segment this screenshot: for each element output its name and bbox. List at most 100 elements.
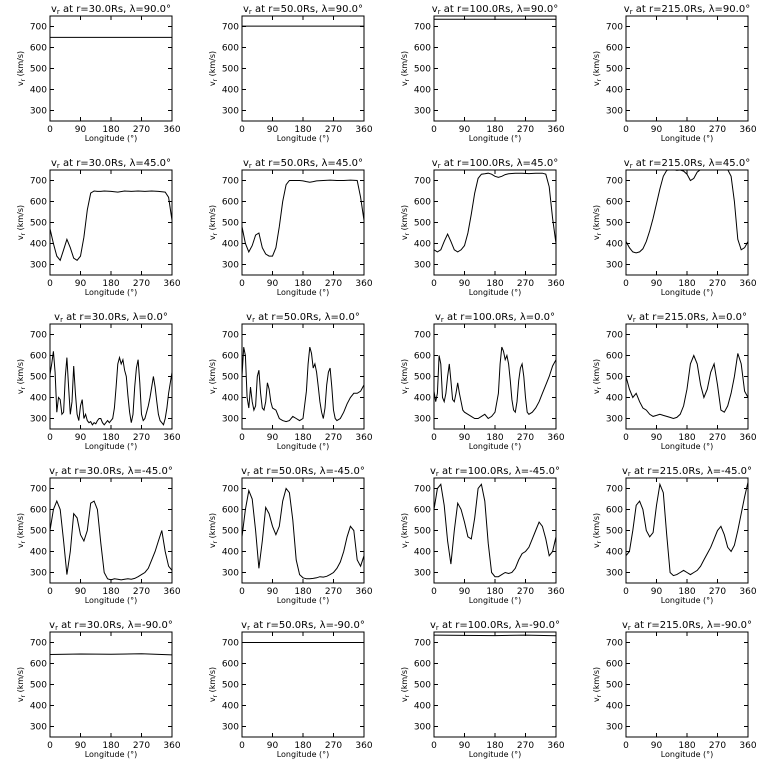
subplot-title: vr at r=215.0Rs, λ=45.0° xyxy=(624,158,750,170)
x-axis-label: Longitude (°) xyxy=(85,288,138,297)
plot-frame xyxy=(49,631,173,738)
x-tick-label: 0 xyxy=(47,741,53,751)
y-axis-label: vr (km/s) xyxy=(592,359,603,394)
subplot-title: vr at r=215.0Rs, λ=-45.0° xyxy=(622,466,752,478)
x-tick-label: 90 xyxy=(75,125,87,135)
x-tick-label: 270 xyxy=(709,741,726,751)
y-tick-label: 400 xyxy=(222,394,239,404)
x-axis-label: Longitude (°) xyxy=(277,596,330,605)
y-tick-label: 400 xyxy=(606,702,623,712)
subplot: vr at r=100.0Rs, λ=0.0° 0 90 180 270 360 300 40… xyxy=(400,312,565,451)
y-tick-label: 700 xyxy=(606,23,623,33)
x-tick-label: 360 xyxy=(547,433,564,443)
y-tick-label: 500 xyxy=(30,527,47,537)
plot-frame xyxy=(433,15,557,122)
x-tick-label: 180 xyxy=(102,433,119,443)
y-tick-label: 700 xyxy=(222,639,239,649)
y-tick-label: 600 xyxy=(414,660,431,670)
plot-frame xyxy=(433,169,557,276)
y-tick-label: 300 xyxy=(414,415,431,425)
y-tick-label: 500 xyxy=(606,219,623,229)
x-tick-label: 0 xyxy=(623,587,629,597)
plot-frame xyxy=(625,323,749,430)
y-axis-label: vr (km/s) xyxy=(400,205,411,240)
subplot-title: vr at r=215.0Rs, λ=90.0° xyxy=(624,4,750,16)
x-tick-label: 360 xyxy=(355,279,372,289)
y-tick-label: 400 xyxy=(222,86,239,96)
subplot-title: vr at r=50.0Rs, λ=-45.0° xyxy=(241,466,365,478)
y-axis-label: vr (km/s) xyxy=(208,513,219,548)
y-tick-label: 300 xyxy=(414,107,431,117)
series-line xyxy=(242,346,364,423)
x-tick-label: 270 xyxy=(517,279,534,289)
plot-frame xyxy=(241,631,365,738)
x-axis-label: Longitude (°) xyxy=(277,134,330,143)
x-axis-label: Longitude (°) xyxy=(469,288,522,297)
y-tick-label: 500 xyxy=(30,65,47,75)
y-tick-label: 400 xyxy=(30,548,47,558)
y-tick-label: 600 xyxy=(222,660,239,670)
x-axis-label: Longitude (°) xyxy=(469,442,522,451)
y-tick-label: 300 xyxy=(222,569,239,579)
y-tick-label: 400 xyxy=(606,240,623,250)
y-tick-label: 700 xyxy=(414,331,431,341)
y-tick-label: 500 xyxy=(30,373,47,383)
subplot-title: vr at r=100.0Rs, λ=90.0° xyxy=(432,4,558,16)
plot-frame xyxy=(241,15,365,122)
x-tick-label: 360 xyxy=(547,587,564,597)
x-axis-label: Longitude (°) xyxy=(85,134,138,143)
x-tick-label: 90 xyxy=(459,587,471,597)
y-tick-label: 500 xyxy=(30,681,47,691)
x-tick-label: 360 xyxy=(163,433,180,443)
x-tick-label: 270 xyxy=(133,741,150,751)
x-tick-label: 360 xyxy=(163,587,180,597)
x-tick-label: 0 xyxy=(431,741,437,751)
x-tick-label: 360 xyxy=(163,741,180,751)
plot-frame xyxy=(49,15,173,122)
y-tick-label: 500 xyxy=(414,219,431,229)
subplot-title: vr at r=100.0Rs, λ=0.0° xyxy=(435,312,555,324)
y-tick-label: 600 xyxy=(606,506,623,516)
x-tick-label: 270 xyxy=(517,125,534,135)
x-tick-label: 0 xyxy=(431,587,437,597)
y-tick-label: 300 xyxy=(606,415,623,425)
subplot: vr at r=30.0Rs, λ=45.0° 0 90 180 270 360 300 40… xyxy=(16,158,181,297)
x-tick-label: 270 xyxy=(325,433,342,443)
x-tick-label: 180 xyxy=(294,741,311,751)
x-tick-label: 270 xyxy=(133,279,150,289)
series-line xyxy=(626,170,748,254)
x-tick-label: 0 xyxy=(47,279,53,289)
y-axis-label: vr (km/s) xyxy=(208,667,219,702)
x-tick-label: 360 xyxy=(355,587,372,597)
subplot: vr at r=100.0Rs, λ=45.0° 0 90 180 270 360 300 4… xyxy=(400,158,565,297)
y-tick-label: 400 xyxy=(222,240,239,250)
y-tick-label: 500 xyxy=(414,373,431,383)
x-axis-label: Longitude (°) xyxy=(85,596,138,605)
plot-frame xyxy=(433,631,557,738)
x-tick-label: 0 xyxy=(239,587,245,597)
subplot-title: vr at r=50.0Rs, λ=0.0° xyxy=(246,312,360,324)
subplot-title: vr at r=30.0Rs, λ=-90.0° xyxy=(49,620,173,632)
y-axis-label: vr (km/s) xyxy=(16,51,27,86)
x-tick-label: 180 xyxy=(678,125,695,135)
subplot: vr at r=100.0Rs, λ=90.0° 0 90 180 270 360 300 4… xyxy=(400,4,565,143)
y-tick-label: 700 xyxy=(606,485,623,495)
y-axis-label: vr (km/s) xyxy=(208,51,219,86)
x-tick-label: 90 xyxy=(267,433,279,443)
x-tick-label: 270 xyxy=(325,279,342,289)
x-tick-label: 360 xyxy=(163,279,180,289)
y-axis-label: vr (km/s) xyxy=(592,51,603,86)
x-tick-label: 180 xyxy=(678,741,695,751)
x-axis-label: Longitude (°) xyxy=(661,442,714,451)
subplot: vr at r=30.0Rs, λ=0.0° 0 90 180 270 360 300 400… xyxy=(16,312,181,451)
y-tick-label: 400 xyxy=(30,394,47,404)
x-tick-label: 90 xyxy=(75,279,87,289)
x-tick-label: 180 xyxy=(486,279,503,289)
x-tick-label: 360 xyxy=(547,125,564,135)
y-tick-label: 400 xyxy=(222,702,239,712)
x-tick-label: 270 xyxy=(517,741,534,751)
x-tick-label: 270 xyxy=(709,125,726,135)
x-axis-label: Longitude (°) xyxy=(661,750,714,759)
y-axis-label: vr (km/s) xyxy=(592,667,603,702)
y-tick-label: 500 xyxy=(414,681,431,691)
